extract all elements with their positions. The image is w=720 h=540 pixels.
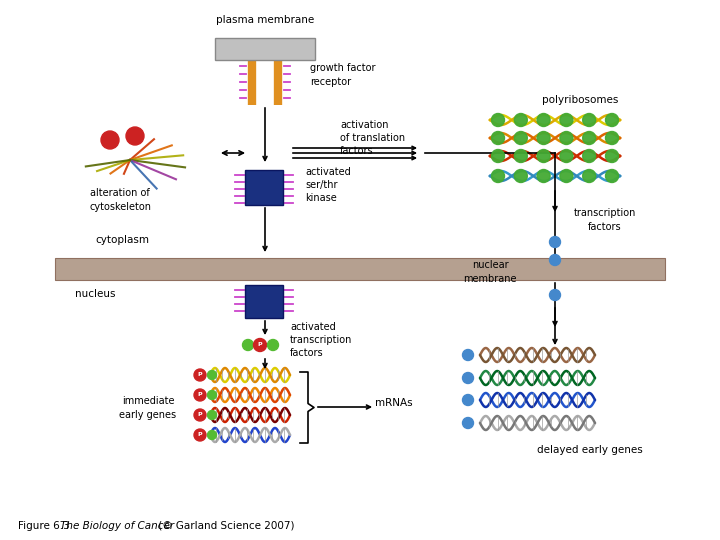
Text: P: P	[198, 393, 202, 397]
Circle shape	[207, 430, 217, 440]
Text: activated
ser/thr
kinase: activated ser/thr kinase	[305, 167, 351, 203]
Circle shape	[514, 150, 527, 163]
Circle shape	[462, 417, 474, 429]
Circle shape	[514, 170, 527, 183]
Circle shape	[492, 170, 505, 183]
Text: (© Garland Science 2007): (© Garland Science 2007)	[155, 521, 294, 531]
FancyBboxPatch shape	[215, 38, 315, 60]
Text: growth factor
receptor: growth factor receptor	[310, 63, 376, 86]
Text: delayed early genes: delayed early genes	[537, 445, 643, 455]
FancyBboxPatch shape	[55, 258, 665, 280]
Circle shape	[549, 254, 560, 266]
Circle shape	[582, 150, 595, 163]
Circle shape	[606, 113, 618, 126]
Text: immediate
early genes: immediate early genes	[120, 396, 176, 420]
FancyBboxPatch shape	[245, 170, 283, 205]
Circle shape	[492, 113, 505, 126]
Circle shape	[549, 237, 560, 247]
Circle shape	[537, 113, 550, 126]
Circle shape	[253, 339, 266, 352]
Text: plasma membrane: plasma membrane	[216, 15, 314, 25]
Text: P: P	[198, 373, 202, 377]
Circle shape	[582, 170, 595, 183]
Text: mRNAs: mRNAs	[375, 398, 413, 408]
Text: transcription
factors: transcription factors	[574, 208, 636, 232]
Circle shape	[194, 389, 206, 401]
Circle shape	[492, 132, 505, 145]
Text: cytoplasm: cytoplasm	[95, 235, 149, 245]
Circle shape	[207, 370, 217, 380]
Circle shape	[560, 132, 573, 145]
Text: P: P	[258, 342, 262, 348]
FancyBboxPatch shape	[245, 285, 283, 318]
Circle shape	[560, 113, 573, 126]
Circle shape	[537, 150, 550, 163]
Circle shape	[462, 349, 474, 361]
Circle shape	[606, 170, 618, 183]
Circle shape	[126, 127, 144, 145]
Circle shape	[537, 170, 550, 183]
Text: The Biology of Cancer: The Biology of Cancer	[60, 521, 174, 531]
Text: P: P	[198, 413, 202, 417]
Text: alteration of
cytoskeleton: alteration of cytoskeleton	[89, 188, 151, 212]
Text: P: P	[198, 433, 202, 437]
Circle shape	[194, 409, 206, 421]
Text: activation
of translation
factors: activation of translation factors	[340, 120, 405, 156]
Circle shape	[207, 410, 217, 420]
Circle shape	[549, 289, 560, 300]
Circle shape	[514, 113, 527, 126]
Circle shape	[560, 170, 573, 183]
Circle shape	[268, 340, 279, 350]
Text: nucleus: nucleus	[75, 289, 115, 299]
Circle shape	[606, 150, 618, 163]
Circle shape	[606, 132, 618, 145]
Circle shape	[514, 132, 527, 145]
Circle shape	[101, 131, 119, 149]
Text: activated
transcription
factors: activated transcription factors	[290, 322, 352, 358]
Circle shape	[537, 132, 550, 145]
Circle shape	[582, 113, 595, 126]
Text: nuclear
membrane: nuclear membrane	[463, 260, 517, 284]
Circle shape	[207, 390, 217, 400]
Circle shape	[560, 150, 573, 163]
Circle shape	[194, 369, 206, 381]
Circle shape	[462, 395, 474, 406]
Circle shape	[243, 340, 253, 350]
Circle shape	[462, 373, 474, 383]
Circle shape	[194, 429, 206, 441]
Text: Figure 6.3: Figure 6.3	[18, 521, 76, 531]
Circle shape	[582, 132, 595, 145]
Text: polyribosomes: polyribosomes	[542, 95, 618, 105]
Circle shape	[492, 150, 505, 163]
